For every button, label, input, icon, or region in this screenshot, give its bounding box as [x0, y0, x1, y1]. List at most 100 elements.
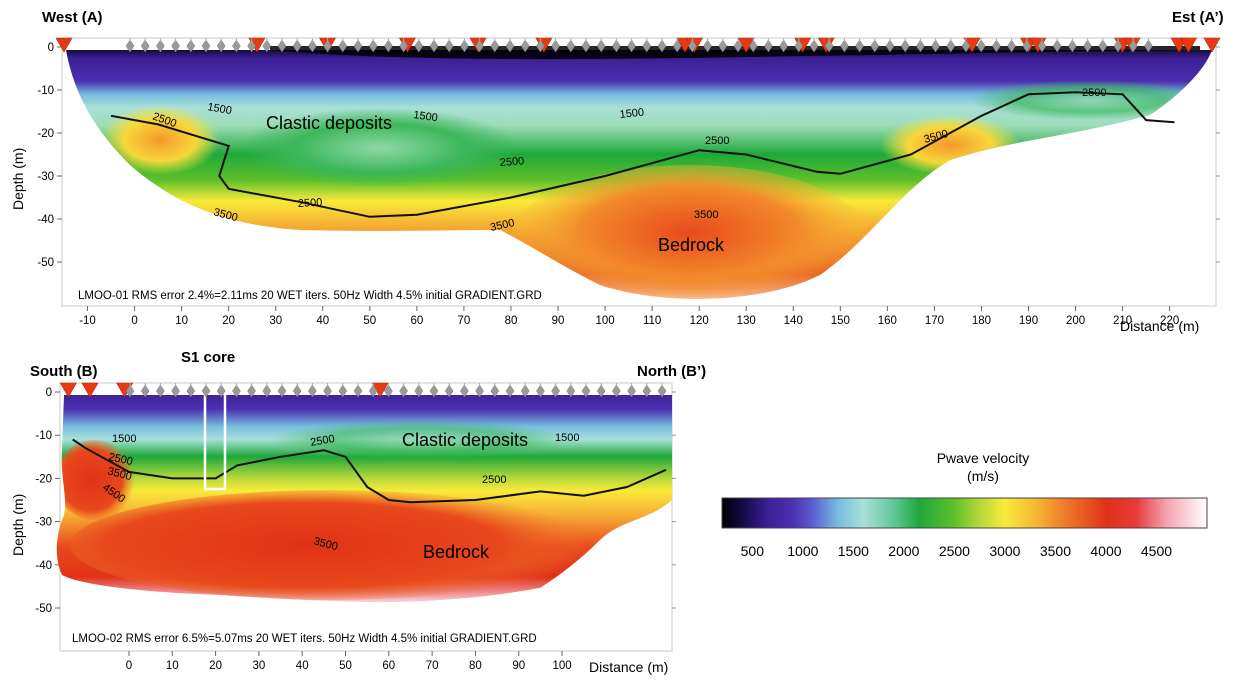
contour-label: 2500 — [499, 155, 524, 169]
geophone-marker — [1144, 39, 1153, 53]
y-tick-label: -30 — [37, 171, 54, 183]
panel-a-section: -10 0 10 20 30 40 50 60 70 80 90 100 110 120 130 140 150… — [10, 9, 1224, 334]
geophone-marker — [444, 39, 454, 53]
geophone-marker — [672, 39, 682, 53]
x-tick-label: 100 — [595, 315, 614, 327]
panel-a-contour-labels: 1500 1500 1500 2500 2500 2500 2500 2500 … — [151, 87, 1107, 234]
geophone-marker — [1037, 39, 1047, 53]
geophone-marker — [748, 39, 758, 53]
contour-label: 1500 — [555, 432, 579, 444]
geophone-marker — [764, 39, 773, 53]
panel-b-shot-markers — [59, 382, 389, 398]
geophone-marker — [353, 39, 363, 53]
geophone-marker — [140, 384, 150, 398]
geophone-marker — [1128, 39, 1138, 53]
contour-label: 2500 — [309, 433, 335, 449]
geophone-marker — [399, 39, 408, 53]
geophone-marker — [277, 39, 287, 53]
geophone-marker — [992, 39, 1001, 53]
geophone-marker — [384, 384, 393, 398]
geophone-marker — [368, 39, 378, 53]
geophone-marker — [657, 384, 667, 398]
x-tick-label: 20 — [222, 315, 235, 327]
geophone-marker — [338, 39, 348, 53]
panel-b-velocity-field — [56, 395, 672, 603]
colorbar-tick-label: 2000 — [888, 543, 919, 559]
geophone-marker — [232, 39, 241, 53]
x-tick-label: 140 — [784, 315, 803, 327]
geophone-marker — [596, 384, 606, 398]
contour-label: 1500 — [619, 106, 645, 120]
x-tick-label: 10 — [166, 660, 179, 672]
geophone-marker — [247, 39, 256, 53]
x-tick-label: 60 — [382, 660, 395, 672]
x-tick-label: 70 — [458, 315, 471, 327]
geophone-marker — [976, 39, 986, 53]
x-tick-label: 120 — [690, 315, 709, 327]
colorbar-tick-label: 4500 — [1141, 543, 1172, 559]
panel-b-corner-left: South (B) — [30, 363, 97, 380]
geophone-marker — [353, 384, 363, 398]
geophone-marker — [156, 384, 165, 398]
colorbar-tick-label: 500 — [741, 543, 765, 559]
geophone-marker — [809, 39, 819, 53]
x-tick-label: 80 — [469, 660, 482, 672]
geophone-marker — [186, 384, 196, 398]
contour-label: 2500 — [298, 197, 323, 210]
geophone-marker — [581, 384, 591, 398]
geophone-marker — [520, 384, 530, 398]
panel-b-ylabel: Depth (m) — [10, 494, 26, 556]
geophone-marker — [460, 39, 469, 53]
x-tick-label: 40 — [296, 660, 309, 672]
x-tick-label: 130 — [737, 315, 756, 327]
colorbar-tick-label: 4000 — [1090, 543, 1121, 559]
geophone-marker — [323, 39, 332, 53]
s1-core-box — [203, 390, 227, 491]
contour-label: 3500 — [694, 209, 718, 221]
geophone-marker — [596, 39, 606, 53]
geophone-marker — [931, 39, 940, 53]
x-tick-label: 220 — [1160, 315, 1179, 327]
geophone-marker — [323, 384, 332, 398]
y-tick-label: -10 — [37, 85, 54, 97]
x-tick-label: 160 — [878, 315, 897, 327]
geophone-marker — [156, 39, 165, 53]
x-tick-label: 60 — [410, 315, 423, 327]
colorbar-ticks: 500 1000 1500 2000 2500 3000 3500 4000 4500 — [741, 543, 1173, 559]
shot-marker — [1179, 37, 1197, 53]
geophone-marker — [171, 39, 180, 53]
geophone-marker — [536, 384, 545, 398]
geophone-marker — [338, 384, 348, 398]
geophone-marker — [627, 39, 636, 53]
colorbar-tick-label: 1500 — [838, 543, 869, 559]
x-tick-label: 30 — [252, 660, 265, 672]
geophone-marker — [961, 39, 971, 53]
geophone-marker — [779, 39, 788, 53]
geophone-marker — [384, 39, 393, 53]
geophone-marker — [429, 384, 439, 398]
contour-label: 2500 — [482, 474, 506, 486]
colorbar: Pwave velocity (m/s) 500 1000 1500 2000 2500… — [721, 450, 1208, 559]
geophone-marker — [642, 384, 652, 398]
contour-label: 2500 — [1082, 87, 1106, 99]
geophone-marker — [566, 39, 576, 53]
geophone-marker — [1007, 39, 1016, 53]
x-tick-label: 50 — [363, 315, 376, 327]
colorbar-tick-label: 3500 — [1040, 543, 1071, 559]
geophone-marker — [870, 39, 880, 53]
x-tick-label: -10 — [79, 315, 96, 327]
x-tick-label: 0 — [126, 660, 132, 672]
geophone-marker — [171, 384, 180, 398]
geophone-marker — [855, 39, 864, 53]
panel-b-annotation-clastic: Clastic deposits — [402, 430, 528, 450]
geophone-marker — [429, 39, 439, 53]
x-tick-label: 10 — [175, 315, 188, 327]
panel-a-corner-right: Est (A’) — [1172, 9, 1224, 26]
panel-b-corner-right: North (B’) — [637, 363, 706, 380]
geophone-marker — [536, 39, 545, 53]
geophone-marker — [216, 384, 226, 398]
panel-b-frame — [59, 382, 673, 652]
x-tick-label: 80 — [505, 315, 518, 327]
geophone-marker — [1068, 39, 1077, 53]
geophone-marker — [414, 384, 424, 398]
